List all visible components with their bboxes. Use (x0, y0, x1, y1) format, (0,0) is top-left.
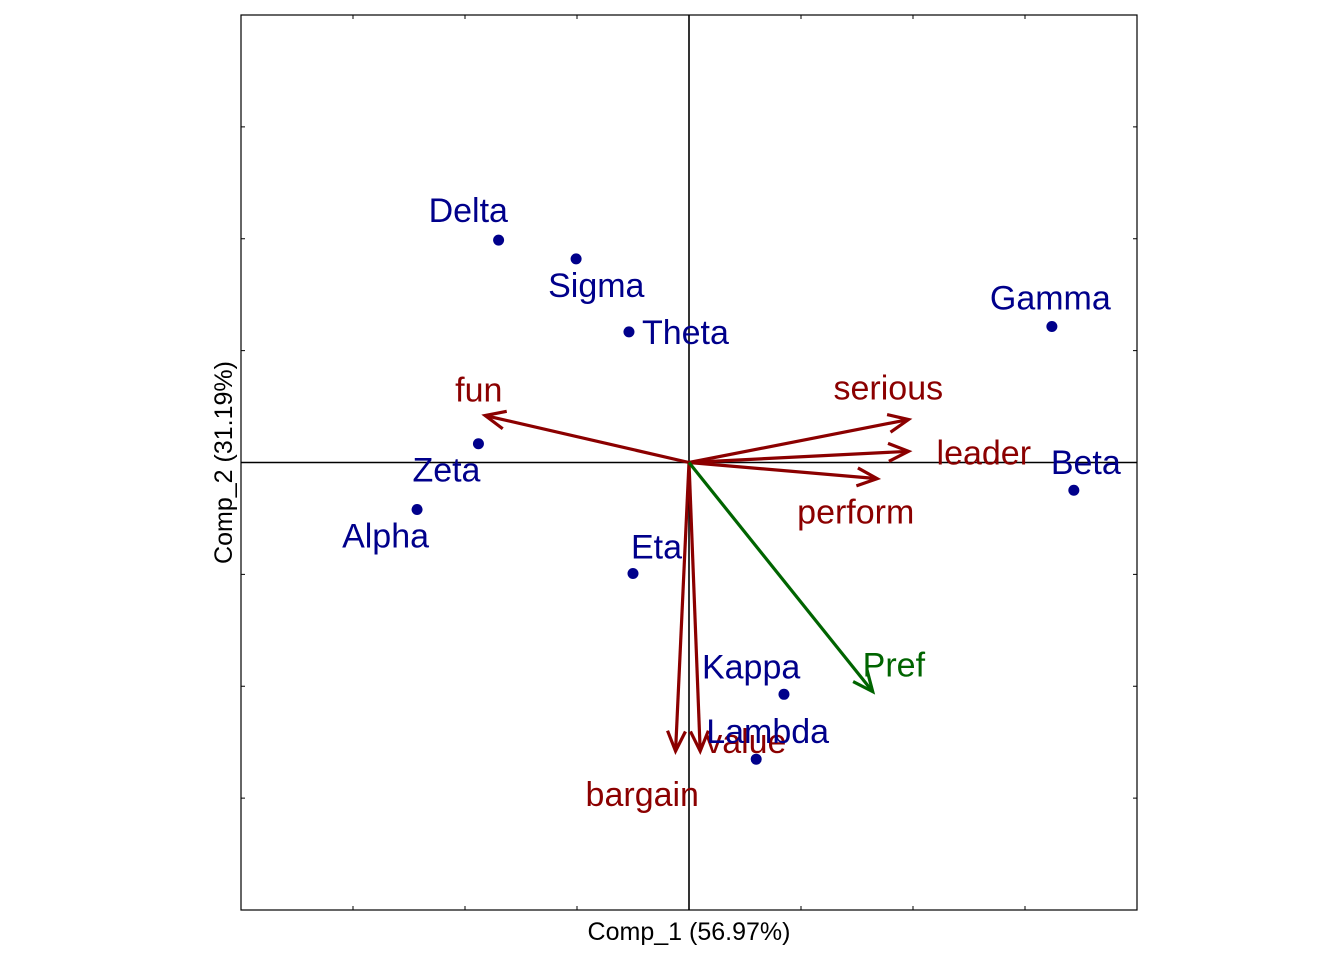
variable-arrowhead-perform (855, 466, 882, 488)
variable-arrow-leader (688, 449, 909, 465)
variable-label-perform: perform (797, 494, 914, 532)
observation-label-Eta: Eta (631, 528, 682, 566)
observation-points: Delta Sigma Theta Gamma Zeta Alpha Beta Eta Kapp… (342, 192, 1121, 765)
observation-point-Sigma (570, 253, 582, 265)
observation-point-Beta (1068, 484, 1080, 496)
variable-label-value: value (705, 723, 786, 761)
supplementary-label-Pref: Pref (863, 647, 926, 685)
observation-label-Alpha: Alpha (342, 517, 429, 555)
variable-arrow-perform (688, 460, 878, 481)
observation-label-Lambda: Lambda (706, 713, 829, 751)
observation-label-Beta: Beta (1051, 444, 1121, 482)
observation-label-Kappa: Kappa (702, 648, 800, 686)
observation-point-Kappa (778, 688, 790, 700)
observation-label-Delta: Delta (429, 192, 508, 230)
variable-arrowhead-serious (886, 413, 913, 434)
variable-label-bargain: bargain (586, 776, 699, 814)
observation-point-Eta (627, 567, 639, 579)
variable-arrowhead-fun (481, 409, 508, 431)
variable-arrowhead-leader (887, 441, 913, 463)
observation-point-Gamma (1046, 320, 1058, 332)
supplementary-arrows: Pref (687, 461, 926, 695)
observation-label-Gamma: Gamma (990, 279, 1111, 317)
observation-point-Delta (493, 234, 505, 246)
variable-label-serious: serious (834, 370, 944, 408)
variable-arrowhead-value (689, 730, 710, 756)
observation-point-Theta (623, 326, 635, 338)
observation-label-Sigma: Sigma (548, 267, 644, 305)
observation-point-Alpha (411, 503, 423, 515)
observation-point-Lambda (750, 753, 762, 765)
variable-arrow-value (687, 462, 702, 752)
supplementary-arrow-Pref (687, 461, 874, 693)
observation-label-Zeta: Zeta (412, 452, 480, 490)
variable-arrowhead-bargain (666, 730, 687, 756)
variable-arrow-serious (688, 417, 909, 465)
variable-arrow-fun (484, 413, 690, 465)
y-axis-title: Comp_2 (31.19%) (210, 361, 238, 564)
observation-point-Zeta (472, 438, 484, 450)
supplementary-arrowhead-Pref (852, 669, 876, 695)
variable-label-leader: leader (937, 434, 1032, 472)
variable-label-fun: fun (455, 372, 502, 410)
x-axis-title: Comp_1 (56.97%) (588, 918, 791, 946)
observation-label-Theta: Theta (642, 314, 729, 352)
variable-arrow-bargain (673, 462, 691, 752)
